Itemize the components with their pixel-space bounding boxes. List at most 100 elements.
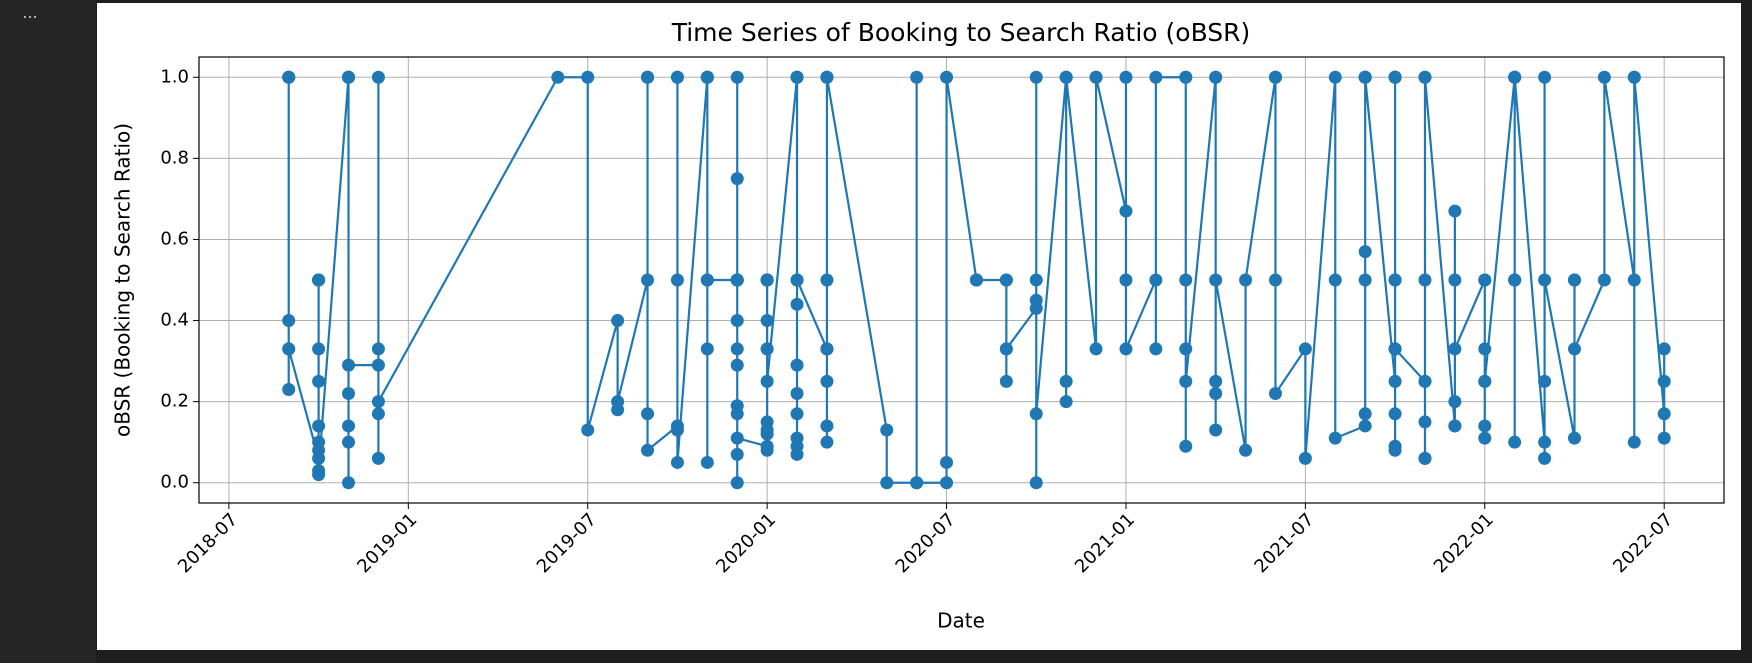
data-point	[940, 476, 954, 490]
data-point	[371, 358, 385, 372]
data-point	[342, 387, 356, 401]
data-point	[641, 273, 655, 287]
data-point	[611, 314, 625, 328]
data-point	[371, 342, 385, 356]
data-point	[1597, 273, 1611, 287]
data-point	[700, 273, 714, 287]
figure	[97, 3, 1741, 650]
data-point	[1448, 273, 1462, 287]
data-point	[1358, 419, 1372, 433]
data-point	[790, 407, 804, 421]
data-point	[760, 314, 774, 328]
data-point	[1388, 70, 1402, 84]
data-point	[1358, 273, 1372, 287]
chart-title: Time Series of Booking to Search Ratio (…	[671, 18, 1251, 47]
data-point	[312, 374, 326, 388]
y-axis-label: oBSR (Booking to Search Ratio)	[111, 123, 135, 437]
data-point	[1388, 443, 1402, 457]
data-point	[1328, 431, 1342, 445]
data-point	[1597, 70, 1611, 84]
data-point	[312, 273, 326, 287]
side-panel	[0, 0, 96, 663]
data-point	[342, 70, 356, 84]
data-point	[1239, 273, 1253, 287]
data-point	[1508, 70, 1522, 84]
data-point	[1209, 423, 1223, 437]
data-point	[1448, 419, 1462, 433]
data-point	[910, 476, 924, 490]
data-point	[999, 273, 1013, 287]
data-point	[1418, 451, 1432, 465]
data-point	[730, 358, 744, 372]
data-point	[342, 419, 356, 433]
data-point	[1358, 407, 1372, 421]
data-point	[1059, 70, 1073, 84]
data-point	[282, 382, 296, 396]
data-point	[312, 464, 326, 478]
data-point	[641, 70, 655, 84]
data-point	[790, 447, 804, 461]
data-point	[1358, 70, 1372, 84]
x-axis-label: Date	[937, 609, 985, 633]
data-point	[1209, 387, 1223, 401]
data-point	[1418, 70, 1432, 84]
data-point	[1059, 374, 1073, 388]
data-point	[760, 342, 774, 356]
data-point	[641, 407, 655, 421]
data-point	[760, 443, 774, 457]
data-point	[1538, 374, 1552, 388]
data-point	[282, 342, 296, 356]
data-point	[1179, 374, 1193, 388]
data-point	[1448, 204, 1462, 218]
data-point	[1179, 439, 1193, 453]
data-point	[1268, 70, 1282, 84]
y-tick-label: 0.8	[160, 147, 189, 168]
data-point	[1538, 273, 1552, 287]
data-point	[790, 273, 804, 287]
data-point	[1627, 435, 1641, 449]
y-tick-label: 0.2	[160, 391, 189, 412]
data-point	[670, 70, 684, 84]
data-point	[611, 395, 625, 409]
data-point	[1328, 273, 1342, 287]
data-point	[790, 387, 804, 401]
data-point	[1209, 374, 1223, 388]
data-point	[820, 342, 834, 356]
data-point	[730, 476, 744, 490]
data-point	[1448, 395, 1462, 409]
data-point	[1448, 342, 1462, 356]
data-point	[1657, 407, 1671, 421]
data-point	[700, 342, 714, 356]
data-point	[1029, 407, 1043, 421]
data-point	[820, 435, 834, 449]
data-point	[1478, 342, 1492, 356]
data-point	[1149, 273, 1163, 287]
data-point	[1567, 273, 1581, 287]
cell-menu[interactable]: ···	[22, 8, 37, 27]
data-point	[670, 455, 684, 469]
data-point	[371, 70, 385, 84]
data-point	[730, 447, 744, 461]
data-point	[1149, 70, 1163, 84]
data-point	[1418, 415, 1432, 429]
data-point	[1119, 204, 1133, 218]
y-tick-label: 0.6	[160, 228, 189, 249]
data-point	[1268, 387, 1282, 401]
data-point	[1538, 451, 1552, 465]
data-point	[1298, 451, 1312, 465]
data-point	[1388, 374, 1402, 388]
data-point	[730, 431, 744, 445]
data-point	[1179, 70, 1193, 84]
data-point	[790, 431, 804, 445]
data-point	[820, 374, 834, 388]
data-point	[1538, 70, 1552, 84]
data-point	[730, 399, 744, 413]
data-point	[551, 70, 565, 84]
data-point	[940, 70, 954, 84]
data-point	[1418, 273, 1432, 287]
data-point	[969, 273, 983, 287]
data-point	[581, 70, 595, 84]
data-point	[1388, 342, 1402, 356]
data-point	[312, 443, 326, 457]
